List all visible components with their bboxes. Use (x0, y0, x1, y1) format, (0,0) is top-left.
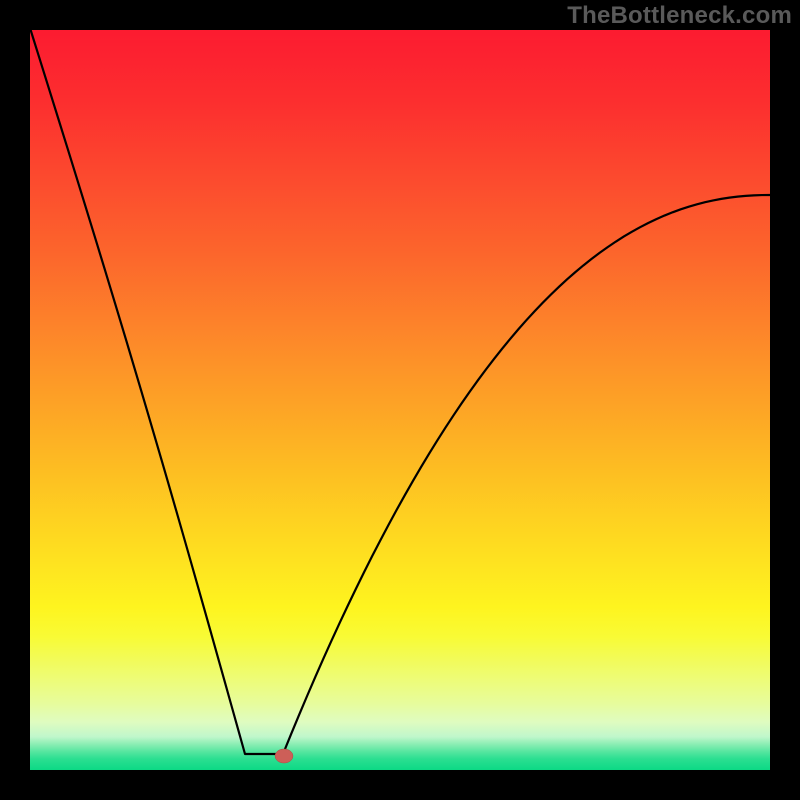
plot-background (30, 30, 770, 770)
watermark-text: TheBottleneck.com (567, 2, 792, 30)
optimal-point-marker (275, 749, 293, 763)
bottleneck-chart (0, 0, 800, 800)
chart-container: TheBottleneck.com (0, 0, 800, 800)
